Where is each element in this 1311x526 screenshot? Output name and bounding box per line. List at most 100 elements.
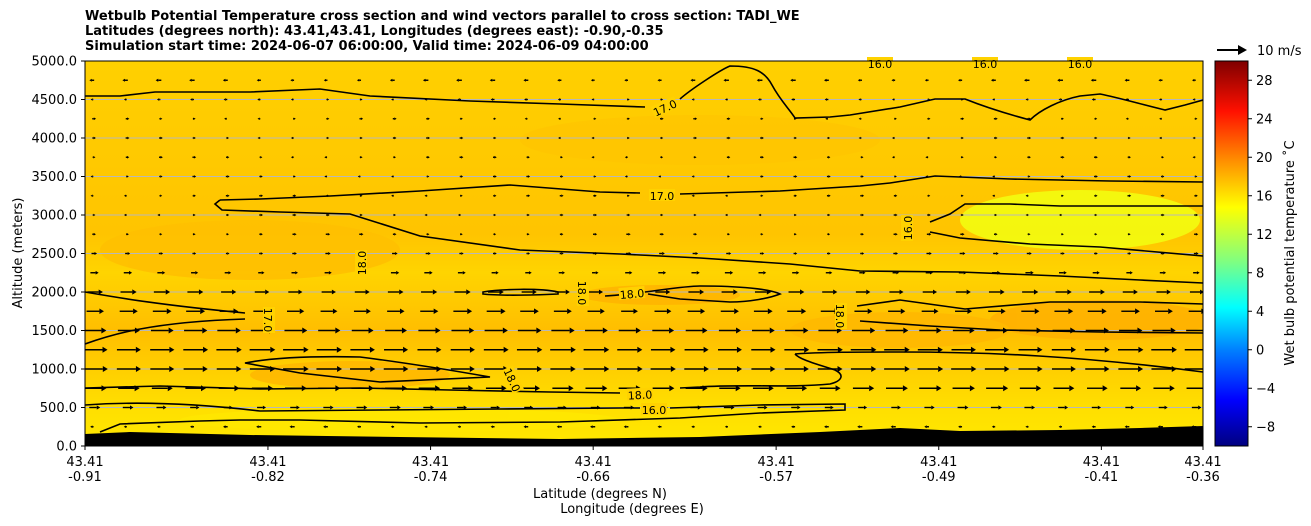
wind-vector-head — [101, 327, 107, 334]
wind-vector-head — [561, 213, 564, 217]
wind-vector-head — [126, 175, 129, 178]
wind-vector-head — [466, 289, 471, 295]
wind-vector-head — [1033, 289, 1039, 295]
wind-vector-head — [235, 327, 241, 334]
wind-vector-head — [399, 308, 405, 314]
wind-vector-head — [1195, 213, 1199, 217]
wind-vector-head — [727, 175, 730, 178]
wind-vector-head — [160, 232, 163, 236]
wind-vector-head — [494, 252, 497, 255]
wind-vector-head — [460, 117, 463, 121]
wind-vector-head — [1192, 98, 1195, 101]
wind-vector-head — [429, 270, 433, 275]
wind-vector-head — [557, 78, 560, 82]
wind-vector-head — [226, 136, 229, 140]
x-tick-label-lat: 43.41 — [66, 455, 103, 470]
wind-vectors — [85, 78, 1209, 429]
wind-vector-head — [1124, 425, 1128, 429]
wind-vector-head — [494, 136, 497, 140]
wind-vector-head — [861, 175, 864, 178]
wind-vector-head — [490, 425, 493, 429]
wind-vector-head — [324, 155, 327, 159]
wind-vector-head — [260, 155, 263, 159]
contour-17-mid — [219, 175, 1203, 201]
wind-vector-head — [835, 385, 841, 392]
wind-vector-head — [1095, 175, 1098, 178]
wind-vector-head — [1095, 252, 1098, 255]
wind-vector-head — [460, 232, 463, 236]
wind-vector-head — [1171, 366, 1177, 372]
wind-vector-head — [1028, 136, 1032, 140]
wind-vector-head — [155, 78, 159, 82]
wind-vector-head — [736, 327, 742, 334]
contour-label: 18.0 — [356, 251, 369, 276]
wind-vector-head — [602, 385, 608, 392]
wind-vector-head — [495, 271, 499, 275]
wind-vector-head — [1057, 78, 1060, 82]
contour-18-low-left — [244, 355, 491, 383]
wind-vector-head — [457, 425, 460, 429]
wind-vector-head — [861, 155, 864, 159]
wind-vector-head — [770, 366, 776, 372]
wind-vector-head — [961, 155, 964, 159]
wind-vector-head — [660, 155, 664, 159]
wind-vector-head — [90, 175, 93, 178]
wind-vector-head — [590, 78, 594, 82]
wind-vector-head — [928, 232, 932, 236]
wind-vector-head — [293, 117, 296, 121]
wind-vector-head — [627, 117, 630, 121]
wind-vector-head — [969, 327, 975, 334]
wind-vector-head — [222, 78, 226, 82]
wind-vector-head — [330, 405, 334, 410]
wind-vector-head — [1136, 385, 1142, 392]
wind-vector-head — [393, 155, 396, 159]
contour-label: 16.0 — [1068, 58, 1093, 71]
wind-vector-head — [827, 232, 831, 236]
wind-vector-head — [928, 136, 931, 140]
wind-vector-head — [193, 232, 196, 236]
wind-vector-head — [703, 366, 709, 372]
wind-vector-head — [627, 213, 631, 217]
wind-vector-head — [260, 232, 263, 236]
wind-vector-head — [195, 271, 199, 275]
wind-vector-head — [594, 117, 597, 121]
wind-vector-head — [1204, 328, 1209, 334]
wind-vector-head — [1029, 252, 1032, 255]
wind-vector-head — [669, 385, 675, 392]
wind-vector-head — [226, 232, 229, 236]
wind-vector-head — [903, 327, 909, 334]
wind-vector-head — [699, 289, 705, 295]
wind-vector-head — [1097, 405, 1102, 410]
wind-vector-head — [736, 346, 742, 353]
wind-vector-head — [391, 175, 394, 178]
wind-vector-head — [1128, 194, 1132, 198]
colorbar-tick-label: −8 — [1256, 420, 1275, 435]
contour-label-background — [263, 307, 275, 333]
wind-vector-head — [591, 98, 594, 101]
wind-vector-head — [962, 251, 966, 256]
wind-vector-head — [270, 366, 276, 372]
wind-vector-head — [735, 385, 741, 392]
wind-vector-head — [433, 308, 439, 315]
wind-vector-head — [991, 425, 995, 429]
colorbar-label: Wet bulb potential temperature ˚C — [1282, 140, 1298, 365]
wind-vector-head — [196, 405, 200, 410]
wind-vector-head — [190, 425, 193, 429]
x-tick-label-lon: -0.57 — [759, 470, 793, 485]
wind-vector-head — [1058, 98, 1061, 101]
wind-vector-head — [127, 117, 130, 121]
x-tick-label-lon: -0.91 — [68, 470, 102, 485]
wind-vector-head — [624, 155, 628, 159]
wind-vector-head — [995, 117, 998, 121]
contour-label: 16.0 — [902, 216, 915, 241]
wind-vector-head — [436, 346, 442, 353]
wind-vector-head — [93, 136, 96, 140]
wind-vector-head — [394, 136, 397, 140]
wind-vector-head — [995, 136, 998, 140]
wind-vector-head — [193, 117, 196, 121]
wind-vector-head — [467, 308, 473, 315]
wind-vector-head — [397, 405, 401, 410]
contour-label-background — [577, 280, 589, 306]
wind-vector-head — [534, 308, 539, 315]
wind-vector-head — [595, 271, 599, 275]
